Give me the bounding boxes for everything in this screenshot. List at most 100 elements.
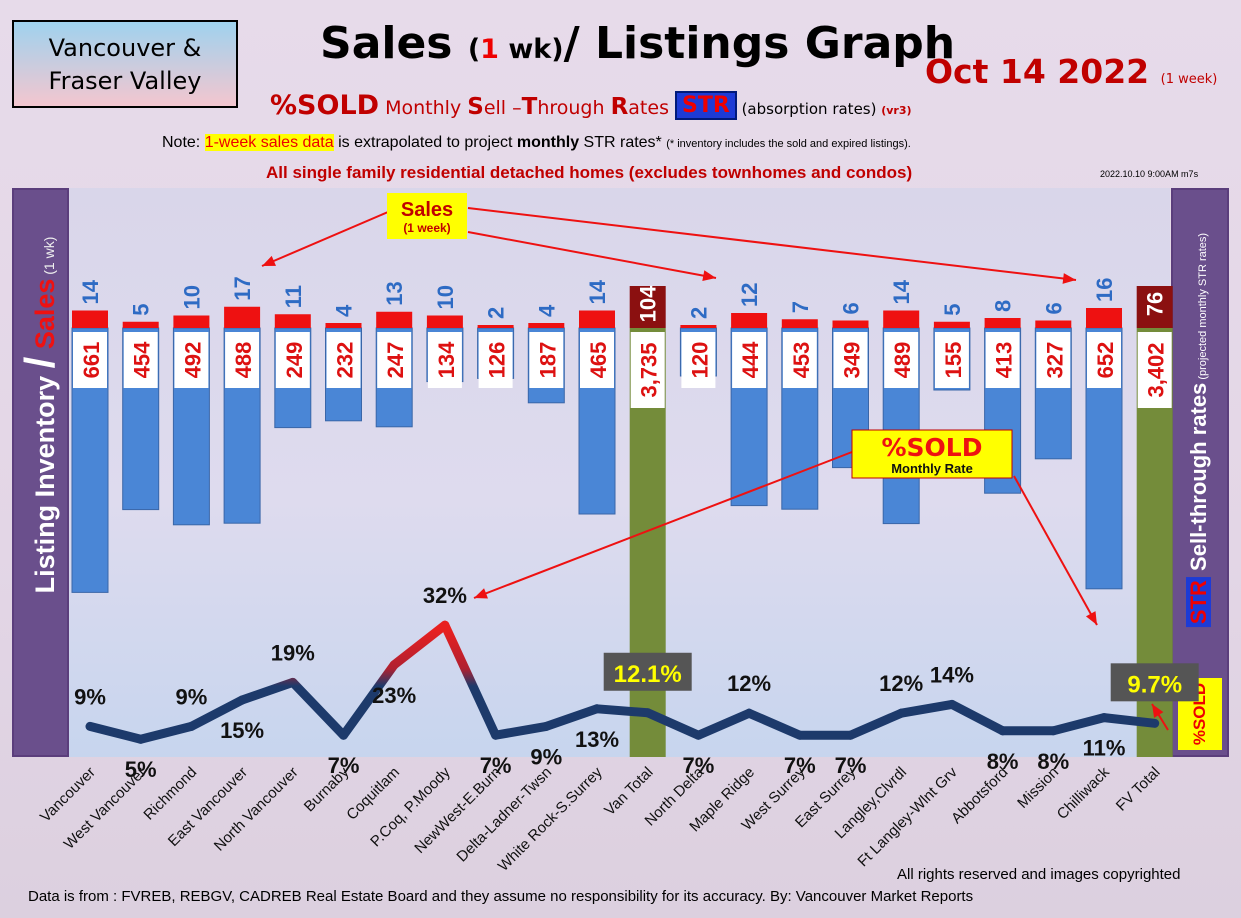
sales-value-label: 5 [129,304,154,316]
region-line-1: Vancouver & [48,34,202,62]
pct-value-label: 9% [530,744,562,769]
listing-value-label: 488 [231,342,256,379]
str-line-segment [85,721,146,744]
note-highlight: 1-week sales data [204,134,334,151]
sales-bar [629,286,666,328]
sales-bar [984,318,1021,328]
pct-value-label: 12% [727,671,771,696]
sales-callout-sub: (1 week) [403,221,450,235]
callout-arrowhead [262,255,276,266]
sales-bar [579,310,615,328]
listing-label-bg [377,332,412,388]
listing-value-label: 454 [130,341,155,378]
subtitle-r: R [610,94,629,120]
listing-value-label: 489 [890,342,915,379]
scope-line: All single family residential detached h… [266,163,913,182]
sales-value-label: 13 [382,281,407,305]
str-line-segment [643,708,703,740]
sales-value-label: 76 [1143,292,1168,316]
pct-value-label: 12% [879,671,923,696]
listing-value-label: 349 [840,342,865,379]
footer-source: Data is from : FVREB, REBGV, CADREB Real… [28,888,974,905]
str-line-segment [491,721,551,740]
str-line-segment [744,708,805,740]
listing-label-bg [73,332,107,388]
callout-arrowhead [474,588,488,599]
listing-label-bg [1087,332,1121,388]
x-axis-category-label: Ft Langley-Wlnt Grv [854,763,961,870]
sold-callout-sub: Monthly Rate [891,461,973,476]
listing-value-label: 126 [485,342,510,379]
subtitle: %SOLD Monthly Sell –Through Rates STR (a… [270,90,912,121]
listing-label-bg [681,332,716,388]
str-line-segment [693,708,754,740]
listing-label-bg [934,332,969,388]
pct-value-label: 23% [372,683,416,708]
footer-rights: All rights reserved and images copyright… [897,866,1181,883]
str-badge: STR [675,91,737,120]
x-axis-category-label: Delta-Ladner-Twsn [453,764,555,866]
sales-bar [72,310,108,328]
pct-value-label: 32% [423,583,467,608]
listing-label-bg [884,332,919,388]
sales-value-label: 6 [1041,302,1066,314]
pct-value-label: 13% [575,727,619,752]
title-listings: / Listings Graph [563,18,956,69]
sales-value-label: 6 [839,302,864,314]
str-line-segment [947,699,1008,736]
callout-arrow-line [261,211,389,267]
total-pct-box [603,652,692,691]
callout-arrowhead [1085,611,1097,625]
str-line-segment [896,699,957,718]
listing-label-bg [174,332,209,388]
str-line-segment [846,708,906,740]
listing-label-bg [275,332,310,388]
listing-value-label: 465 [586,342,611,379]
listing-value-label: 3,735 [637,342,662,397]
str-line-segment [288,677,348,740]
sales-value-label: 10 [179,285,204,309]
pct-value-label: 14% [930,662,974,687]
listing-label-bg [225,332,260,388]
listing-value-label: 232 [333,342,358,379]
sales-value-label: 104 [636,285,661,322]
sales-bar [781,319,818,328]
region-line-2: Fraser Valley [48,67,202,95]
sold-callout-title: %SOLD [882,433,983,462]
sales-value-label: 2 [686,307,711,319]
sales-value-label: 10 [433,285,458,309]
subtitle-absorption: (absorption rates) [736,100,882,118]
sales-value-label: 4 [332,304,357,317]
sales-value-label: 7 [788,301,813,313]
note-bold: monthly [516,134,580,151]
left-axis-panel [12,188,69,757]
callout-arrowhead [1062,273,1076,284]
listing-value-label: 492 [180,342,205,379]
str-line-segment [136,721,196,744]
str-line-segment [592,704,653,718]
sales-bar [122,321,159,328]
subtitle-version: (vr3) [881,104,912,117]
sales-value-label: 14 [78,279,103,304]
listing-label-bg [833,332,868,388]
sales-value-label: 12 [737,283,762,307]
title-wk: wk) [498,34,564,65]
sales-bar [477,325,514,328]
report-date: Oct 14 2022 (1 week) [925,52,1217,91]
listing-value-label: 3,402 [1144,342,1169,397]
note-small: (* inventory includes the sold and expir… [666,138,911,150]
sales-bar [933,321,970,328]
sales-bar [528,323,565,328]
str-line-segment [541,704,602,731]
pct-value-label: 9% [74,684,106,709]
sales-value-label: 11 [281,285,306,308]
listing-label-bg [1036,332,1071,388]
pct-value-label: 15% [220,718,264,743]
pct-value-label: 5% [125,757,157,782]
subtitle-hrough: hrough [537,97,611,119]
callout-arrow-line [1013,475,1098,626]
sales-value-label: 17 [230,276,255,300]
listing-label-bg [580,332,614,388]
callout-arrow-line [467,231,717,279]
